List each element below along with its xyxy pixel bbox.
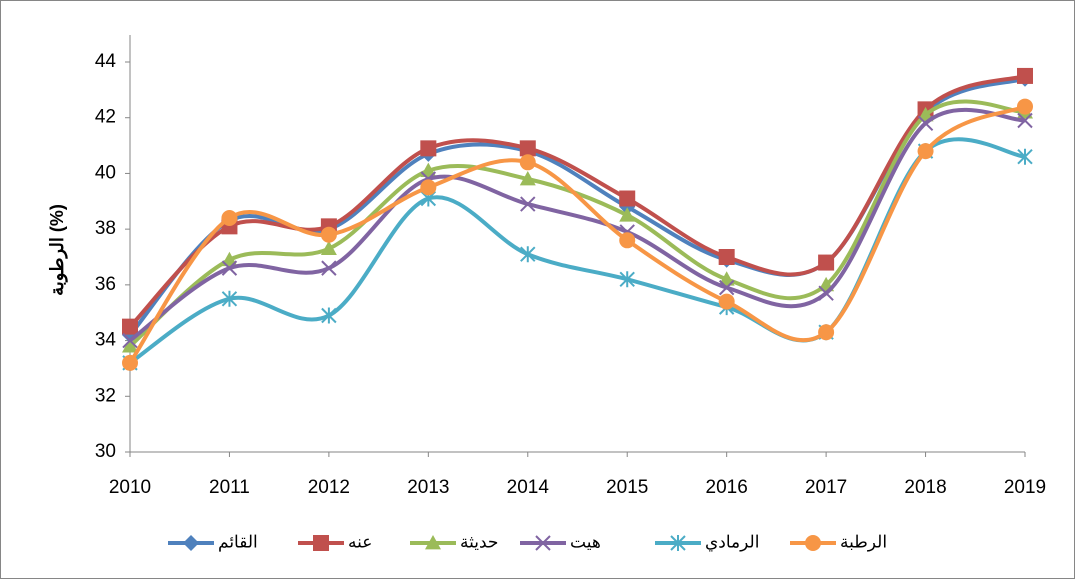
marker bbox=[221, 290, 238, 307]
marker bbox=[619, 190, 636, 207]
series-line bbox=[128, 99, 1026, 348]
marker bbox=[321, 307, 337, 324]
x-tick-label: 2015 bbox=[606, 477, 648, 498]
marker bbox=[718, 249, 735, 265]
legend-label: القائم bbox=[218, 532, 258, 552]
series-line bbox=[128, 74, 1026, 329]
legend-item: الرطبة bbox=[790, 532, 887, 552]
marker bbox=[619, 271, 635, 288]
legend-item: القائم bbox=[168, 532, 258, 552]
marker bbox=[718, 293, 735, 310]
x-tick-label: 2016 bbox=[706, 477, 748, 498]
marker bbox=[520, 196, 536, 212]
marker bbox=[519, 140, 536, 157]
y-tick-label: 42 bbox=[95, 107, 116, 128]
marker bbox=[670, 535, 686, 551]
marker bbox=[520, 246, 536, 263]
marker bbox=[122, 354, 138, 371]
series-line bbox=[128, 107, 1026, 343]
legend-label: هيت bbox=[570, 532, 601, 551]
x-tick-label: 2017 bbox=[805, 477, 847, 498]
marker bbox=[519, 154, 536, 171]
marker bbox=[519, 171, 536, 186]
marker bbox=[320, 226, 337, 243]
legend-item: حديثة bbox=[410, 532, 498, 551]
marker bbox=[320, 240, 337, 256]
legend-label: حديثة bbox=[460, 532, 498, 551]
y-tick-label: 30 bbox=[95, 441, 116, 462]
marker bbox=[619, 232, 636, 249]
marker bbox=[122, 338, 138, 353]
marker bbox=[183, 535, 199, 551]
x-tick-label: 2014 bbox=[507, 477, 550, 498]
x-tick-label: 2011 bbox=[209, 477, 250, 498]
marker bbox=[1017, 148, 1033, 165]
marker bbox=[1017, 67, 1033, 84]
marker bbox=[818, 324, 835, 341]
y-tick-label: 32 bbox=[95, 385, 116, 406]
marker bbox=[321, 260, 337, 276]
marker bbox=[1017, 98, 1033, 115]
x-tick-label: 2013 bbox=[407, 477, 449, 498]
marker bbox=[221, 251, 238, 267]
x-tick-label: 2018 bbox=[904, 477, 946, 498]
marker bbox=[420, 179, 437, 196]
y-tick-label: 44 bbox=[95, 51, 117, 72]
legend-item: هيت bbox=[520, 532, 601, 551]
y-tick-label: 40 bbox=[95, 162, 116, 183]
marker bbox=[122, 332, 138, 349]
marker bbox=[221, 210, 238, 226]
legend-label: الرطبة bbox=[840, 532, 887, 552]
legend-item: عنه bbox=[298, 532, 372, 551]
marker bbox=[122, 318, 138, 335]
series-line bbox=[128, 104, 1026, 364]
x-tick-label: 2019 bbox=[1004, 477, 1046, 498]
legend-item: الرمادي bbox=[655, 532, 759, 552]
y-tick-label: 36 bbox=[95, 274, 116, 295]
marker bbox=[420, 140, 437, 157]
marker bbox=[313, 535, 329, 551]
legend-label: عنه bbox=[348, 532, 372, 551]
y-tick-label: 38 bbox=[95, 218, 116, 239]
marker bbox=[425, 535, 441, 550]
marker bbox=[818, 254, 835, 271]
marker bbox=[221, 260, 238, 276]
marker bbox=[535, 535, 551, 551]
x-tick-label: 2012 bbox=[308, 477, 350, 498]
marker bbox=[619, 207, 636, 222]
marker bbox=[420, 162, 437, 178]
marker bbox=[917, 115, 934, 131]
y-axis-label: الرطوبة (%) bbox=[47, 204, 68, 296]
marker bbox=[805, 535, 821, 551]
marker bbox=[1017, 112, 1033, 129]
y-tick-label: 34 bbox=[95, 330, 117, 351]
marker bbox=[718, 271, 735, 286]
marker bbox=[818, 285, 834, 301]
marker bbox=[718, 279, 735, 296]
marker bbox=[917, 143, 934, 160]
legend-label: الرمادي bbox=[705, 532, 759, 552]
x-tick-label: 2010 bbox=[109, 477, 151, 498]
